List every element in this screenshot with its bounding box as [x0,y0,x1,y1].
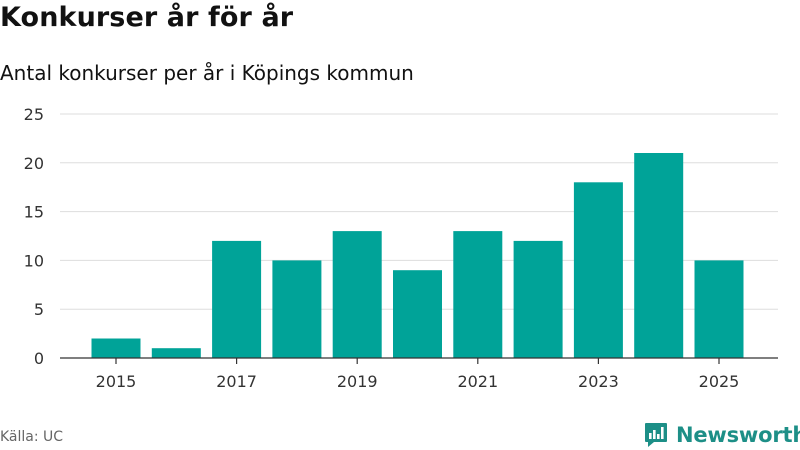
bar-2020 [393,270,442,358]
bar-2023 [573,182,623,358]
bars [91,153,744,358]
chart-subtitle: Antal konkurser per år i Köpings kommun [0,61,414,85]
x-tick-label: 2025 [699,372,740,391]
bar-2019 [332,231,382,358]
x-tick-label: 2019 [337,372,378,391]
y-tick-label: 10 [24,251,44,270]
chart-title: Konkurser år för år [0,2,294,33]
bar-2022 [513,240,563,358]
bar-2016 [151,348,201,358]
y-axis-ticks: 0 5 10 15 20 25 [24,105,44,368]
x-tick-label: 2021 [457,372,498,391]
bar-2018 [272,260,322,358]
x-tick-label: 2017 [216,372,257,391]
bar-2017 [212,240,262,358]
bar-2025 [694,260,744,358]
y-tick-label: 25 [24,105,44,124]
x-axis-ticks: 2015 2017 2019 2021 2023 2025 [96,358,740,391]
y-tick-label: 0 [34,349,44,368]
x-tick-label: 2015 [96,372,137,391]
y-tick-label: 15 [24,203,44,222]
bar-2021 [453,231,503,358]
x-tick-label: 2023 [578,372,619,391]
y-tick-label: 20 [24,154,44,173]
source-note: Källa: UC [0,429,64,445]
y-tick-label: 5 [34,300,44,319]
bar-2015 [91,338,141,358]
brand-logo: Newsworthy [644,421,800,449]
bar-2024 [634,153,684,358]
newsworthy-logo-icon [645,423,667,447]
brand-name: Newsworthy [676,423,800,447]
